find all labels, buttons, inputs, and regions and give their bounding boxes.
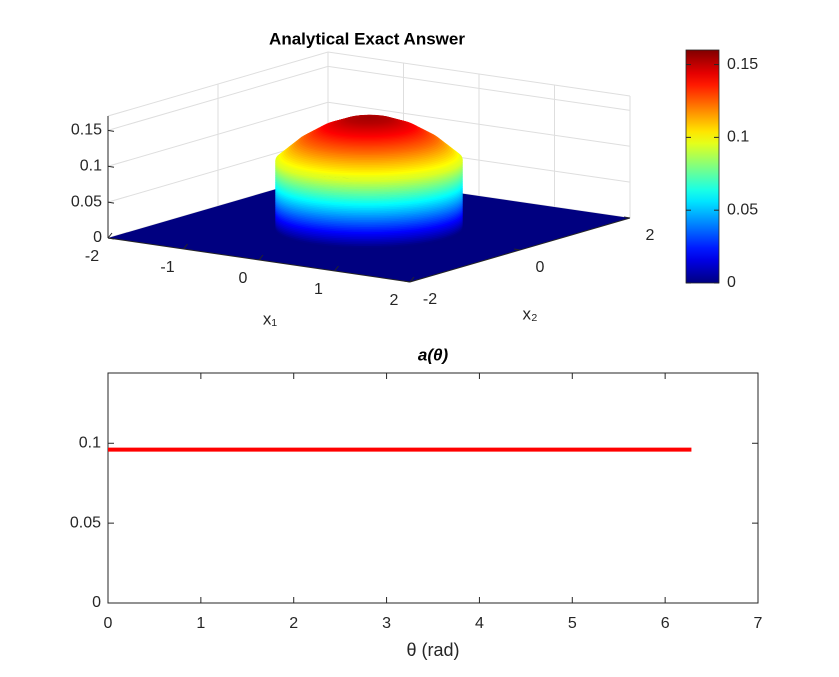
z-tick-label: 0.05 <box>71 193 102 210</box>
x-tick-label: 1 <box>196 615 205 632</box>
z-tick-label: 0 <box>93 229 102 246</box>
x-axis-label: θ (rad) <box>406 640 459 660</box>
chart-title: a(θ) <box>418 345 449 364</box>
x-tick-label: -1 <box>160 259 174 276</box>
y-tick-label: -2 <box>423 291 437 308</box>
z-tick <box>107 237 115 240</box>
y-tick-label: 0 <box>536 259 545 276</box>
surface-wall <box>275 158 463 181</box>
colorbar-tick-label: 0.05 <box>727 201 758 218</box>
x-tick-label: 6 <box>661 615 670 632</box>
x-tick <box>258 254 264 261</box>
x-tick-label: 1 <box>314 281 323 298</box>
colorbar-tick-label: 0.15 <box>727 56 758 73</box>
x-tick <box>107 232 113 239</box>
x-axis-label: x₁ <box>263 309 278 328</box>
z-tick <box>107 201 115 204</box>
colorbar-tick-label: 0.1 <box>727 129 749 146</box>
x-tick <box>334 265 339 272</box>
x-tick-label: 2 <box>390 292 399 309</box>
z-tick-label: 0.1 <box>80 157 102 174</box>
y-tick-label: 0.1 <box>79 434 101 451</box>
box-edge <box>107 51 631 117</box>
y-tick-label: 2 <box>646 227 655 244</box>
y-axis-label: x₂ <box>522 304 537 323</box>
x-tick <box>183 243 188 250</box>
z-tick-label: 0.15 <box>71 122 102 139</box>
colorbar-tick-label: 0 <box>727 274 736 291</box>
colorbar <box>685 49 720 284</box>
x-tick-label: 0 <box>239 270 248 287</box>
y-tick-label: 0.05 <box>70 514 101 531</box>
x-tick-label: 4 <box>475 615 484 632</box>
z-tick <box>107 165 115 168</box>
x-tick-label: 7 <box>754 615 763 632</box>
y-tick-label: 0 <box>92 594 101 611</box>
x-tick-label: -2 <box>85 248 99 265</box>
y-tick <box>403 280 411 283</box>
surface-ring <box>367 116 371 118</box>
chart-title: Analytical Exact Answer <box>269 29 465 48</box>
axes-box <box>107 372 759 604</box>
x-tick-label: 0 <box>104 615 113 632</box>
y-tick <box>513 248 521 251</box>
x-tick-label: 5 <box>568 615 577 632</box>
x-tick-label: 2 <box>289 615 298 632</box>
x-tick <box>409 276 415 283</box>
y-tick <box>623 216 631 219</box>
z-tick <box>107 129 115 132</box>
x-tick-label: 3 <box>382 615 391 632</box>
